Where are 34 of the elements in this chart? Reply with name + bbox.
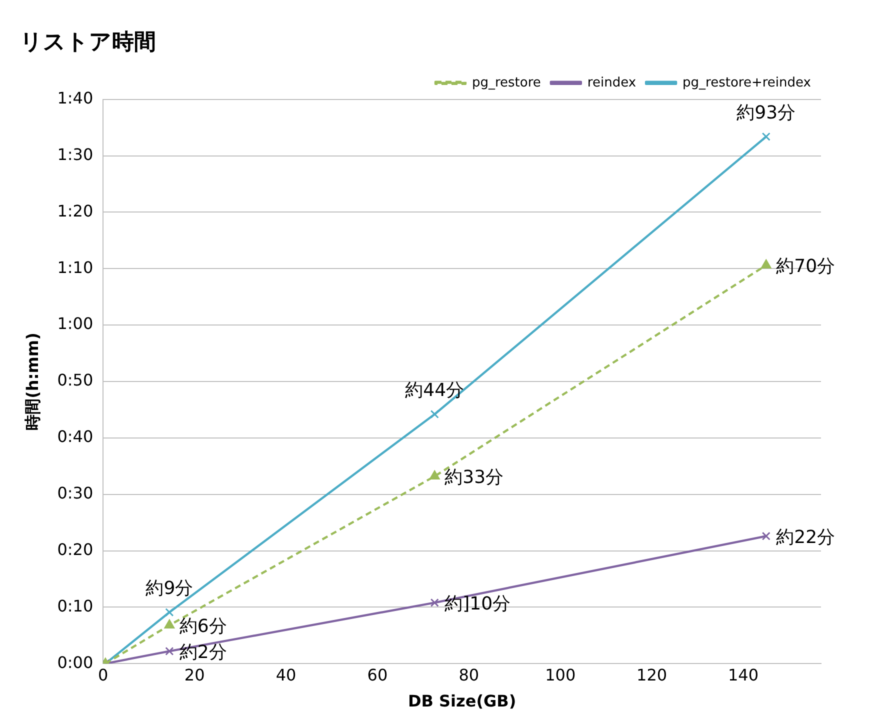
- y-tick-label: 1:10: [57, 258, 94, 277]
- annotation: 約]10分: [444, 593, 511, 614]
- x-tick-label: 20: [184, 665, 205, 684]
- x-tick-label: 40: [276, 665, 296, 684]
- x-tick-label: 120: [636, 665, 668, 684]
- annotation: 約93分: [736, 102, 796, 124]
- y-tick-label: 1:20: [57, 201, 94, 220]
- x-tick-label: 60: [367, 665, 388, 684]
- y-tick-label: 0:10: [57, 596, 94, 616]
- y-tick-label: 0:40: [57, 427, 94, 446]
- y-tick-label: 0:30: [57, 483, 94, 502]
- annotation: 約44分: [405, 380, 464, 401]
- annotation: 約22分: [776, 526, 836, 548]
- chart-title: リストア時間: [20, 30, 156, 55]
- y-tick-label: 0:00: [57, 652, 94, 672]
- annotation: 約9分: [146, 578, 194, 599]
- annotation: 約2分: [179, 642, 227, 663]
- legend-label: reindex: [587, 75, 636, 90]
- legend-label: pg_restore+reindex: [682, 75, 812, 90]
- x-tick-label: 0: [98, 665, 108, 684]
- x-tick-label: 100: [545, 665, 576, 684]
- x-tick-label: 80: [458, 665, 480, 684]
- y-tick-label: 1:30: [57, 144, 94, 164]
- x-axis-title: DB Size(GB): [408, 692, 516, 711]
- y-axis-title: 時間(h:mm): [22, 332, 42, 430]
- y-tick-label: 1:40: [57, 88, 94, 108]
- annotation: 約6分: [179, 616, 227, 637]
- y-tick-label: 0:50: [57, 370, 94, 390]
- annotation: 約33分: [444, 466, 504, 488]
- x-tick-label: 140: [728, 665, 759, 684]
- y-tick-label: 0:20: [57, 540, 94, 559]
- annotation: 約70分: [776, 256, 836, 277]
- legend-label: pg_restore: [472, 75, 541, 90]
- y-tick-label: 1:00: [57, 314, 94, 334]
